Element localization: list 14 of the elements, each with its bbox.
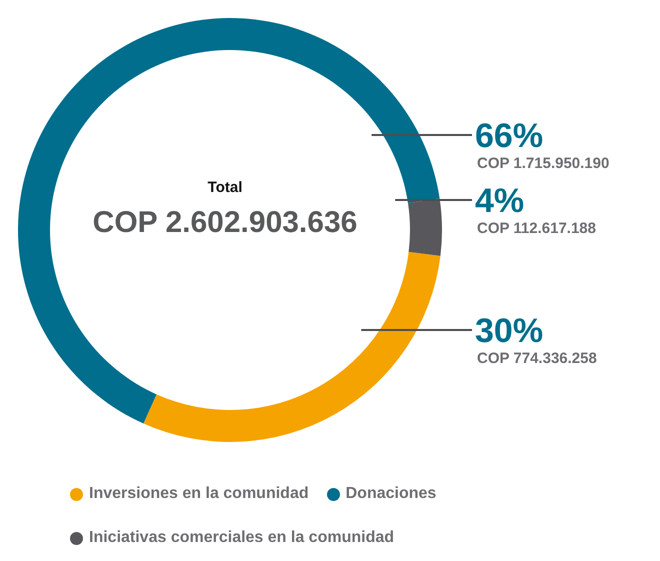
- text: 66%: [475, 117, 544, 155]
- donut-slice: [18, 18, 440, 424]
- donut-slice: [143, 252, 440, 442]
- text: 30%: [475, 312, 544, 350]
- data-label: COP 774.336.258: [477, 350, 597, 367]
- legend-label: Donaciones: [346, 485, 436, 503]
- legend-label: Iniciativas comerciales en la comunidad: [89, 529, 394, 547]
- data-label: COP 112.617.188: [477, 220, 596, 237]
- text: Total: [208, 179, 242, 196]
- donut-slice: [408, 198, 442, 256]
- text: 4%: [475, 182, 524, 220]
- data-label: COP 1.715.950.190: [477, 155, 610, 172]
- legend-label: Inversiones en la comunidad: [89, 485, 309, 503]
- text: COP 2.602.903.636: [92, 206, 358, 239]
